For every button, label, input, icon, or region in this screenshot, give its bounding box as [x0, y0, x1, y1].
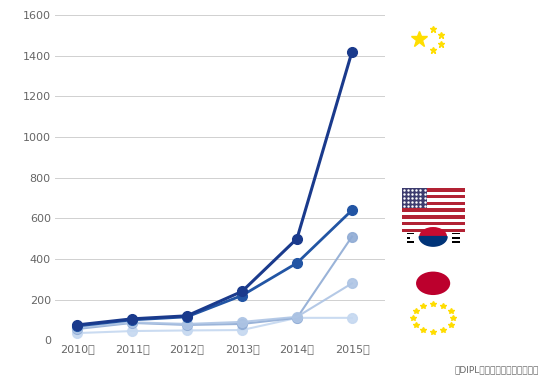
Bar	[402, 222, 465, 225]
Bar	[402, 212, 465, 215]
Bar	[402, 192, 465, 195]
Text: （DIPLリサーチセンター作成）: （DIPLリサーチセンター作成）	[455, 365, 539, 374]
Bar	[402, 215, 465, 218]
Bar	[402, 205, 465, 209]
Bar	[402, 198, 465, 202]
Bar	[402, 202, 465, 205]
Bar	[402, 195, 465, 198]
Bar	[452, 242, 460, 243]
Bar	[406, 233, 414, 234]
Circle shape	[416, 271, 450, 295]
Bar	[402, 229, 465, 232]
Bar	[452, 233, 460, 234]
Bar	[410, 237, 414, 239]
Circle shape	[419, 227, 447, 246]
Bar	[406, 242, 414, 243]
Bar	[402, 218, 465, 222]
Bar	[402, 225, 465, 229]
Polygon shape	[419, 237, 447, 246]
Bar	[402, 189, 427, 209]
Bar	[402, 209, 465, 212]
Bar	[406, 237, 414, 239]
Bar	[402, 189, 465, 192]
Bar	[452, 237, 460, 239]
